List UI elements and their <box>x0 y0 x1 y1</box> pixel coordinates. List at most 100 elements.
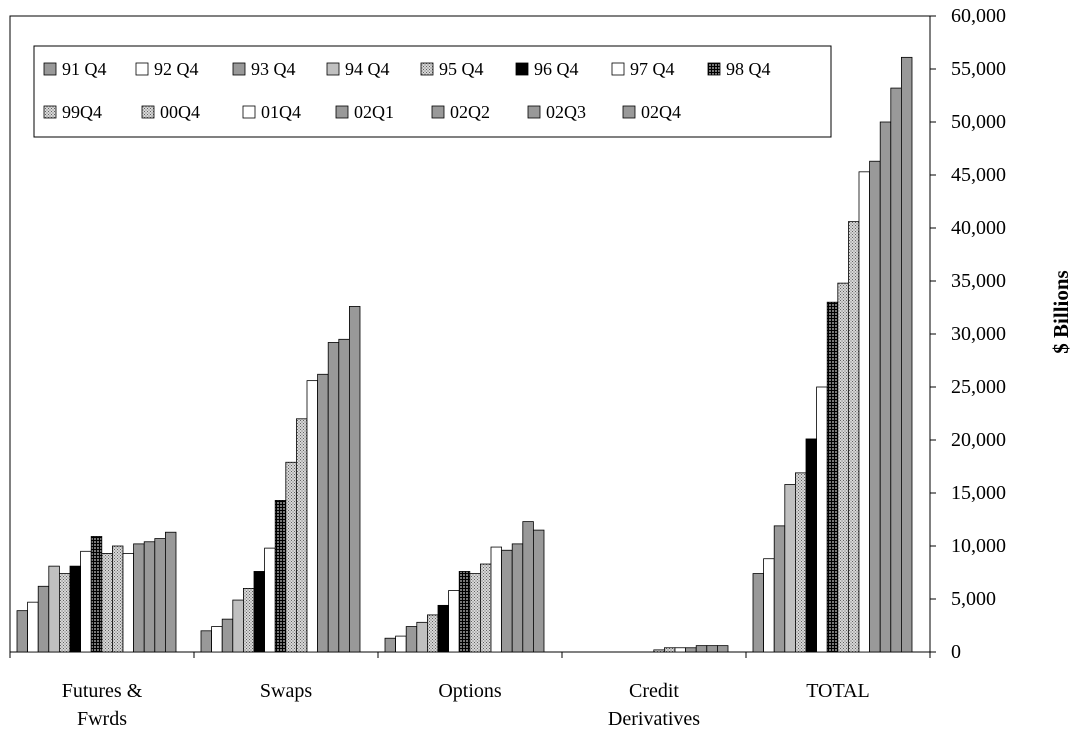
y-tick-label: 15,000 <box>951 482 1006 504</box>
bar-02Q4-0 <box>164 531 177 653</box>
bar-93Q4-2 <box>405 626 418 653</box>
bar-99Q4-2 <box>469 573 481 653</box>
bar-01Q4-1 <box>306 380 319 653</box>
legend-swatch <box>515 62 529 76</box>
legend: 91 Q4 92 Q4 93 Q4 94 Q4 95 Q4 96 Q4 97 Q4 98 Q4… <box>33 45 832 138</box>
y-tick-label: 20,000 <box>951 429 1006 451</box>
legend-item: 96 Q4 <box>515 59 579 79</box>
bar-95Q4-2 <box>426 614 439 653</box>
legend-label: 93 Q4 <box>251 59 296 79</box>
bar-98Q4-1 <box>274 500 287 653</box>
bar-97Q4-0 <box>80 550 92 653</box>
bar-02Q4-4 <box>901 56 913 653</box>
y-tick-label: 35,000 <box>951 270 1006 292</box>
bar-98Q4-2 <box>458 571 471 653</box>
bar-99Q4-3 <box>653 649 665 653</box>
bar-96Q4-1 <box>253 571 266 653</box>
bar-01Q4-2 <box>490 546 503 653</box>
legend-label: 98 Q4 <box>726 59 771 79</box>
legend-swatch <box>43 105 57 119</box>
legend-swatch <box>527 105 541 119</box>
bar-91Q4-4 <box>752 573 765 653</box>
legend-label: 97 Q4 <box>630 59 675 79</box>
bars <box>16 56 913 653</box>
x-tick-label: Derivatives <box>608 708 700 730</box>
legend-swatch <box>326 62 340 76</box>
y-tick-label: 45,000 <box>951 164 1006 186</box>
bar-02Q3-4 <box>890 87 902 653</box>
legend-item: 02Q1 <box>335 102 394 122</box>
legend-swatch <box>622 105 636 119</box>
legend-label: 02Q2 <box>450 102 490 122</box>
bar-92Q4-0 <box>27 601 39 653</box>
bar-00Q4-2 <box>479 563 492 653</box>
bar-99Q4-4 <box>837 282 849 653</box>
bar-98Q4-4 <box>826 301 839 653</box>
bar-94Q4-2 <box>416 621 428 653</box>
bar-96Q4-2 <box>437 604 450 653</box>
bar-92Q4-1 <box>211 626 223 653</box>
bar-98Q4-0 <box>90 536 103 653</box>
legend-item: 00Q4 <box>141 102 200 122</box>
bar-95Q4-4 <box>795 472 807 653</box>
y-tick-label: 10,000 <box>951 535 1006 557</box>
legend-item: 02Q3 <box>527 102 586 122</box>
legend-swatch <box>43 62 57 76</box>
bar-93Q4-4 <box>773 525 786 653</box>
legend-swatch <box>431 105 445 119</box>
bar-91Q4-1 <box>200 630 213 653</box>
bar-92Q4-4 <box>763 558 775 653</box>
legend-label: 00Q4 <box>160 102 200 122</box>
bar-01Q4-3 <box>674 647 687 653</box>
legend-item: 95 Q4 <box>420 59 484 79</box>
legend-label: 02Q1 <box>354 102 394 122</box>
legend-swatch <box>141 105 155 119</box>
bar-96Q4-0 <box>69 565 82 653</box>
legend-label: 02Q3 <box>546 102 586 122</box>
bar-02Q2-2 <box>511 543 524 653</box>
bar-02Q2-3 <box>695 645 708 653</box>
bar-02Q2-1 <box>327 342 340 653</box>
legend-swatch <box>420 62 434 76</box>
legend-swatch <box>232 62 246 76</box>
legend-item: 02Q2 <box>431 102 490 122</box>
bar-93Q4-0 <box>37 585 50 653</box>
bar-95Q4-1 <box>242 588 255 653</box>
legend-label: 91 Q4 <box>62 59 107 79</box>
bar-02Q2-4 <box>879 121 892 653</box>
bar-01Q4-0 <box>122 553 135 653</box>
bar-99Q4-1 <box>285 461 297 653</box>
bar-95Q4-0 <box>59 573 71 653</box>
bar-01Q4-4 <box>858 171 871 653</box>
legend-item: 01Q4 <box>242 102 301 122</box>
bar-92Q4-2 <box>395 635 407 653</box>
x-tick-label: Futures & <box>62 680 143 702</box>
bar-02Q4-1 <box>348 306 361 653</box>
legend-item: 91 Q4 <box>43 59 107 79</box>
bar-94Q4-1 <box>232 599 244 653</box>
legend-item: 92 Q4 <box>135 59 199 79</box>
bar-02Q1-1 <box>317 373 329 653</box>
bar-94Q4-0 <box>48 565 60 653</box>
bar-02Q4-3 <box>717 645 729 653</box>
legend-item: 99Q4 <box>43 102 102 122</box>
bar-02Q1-4 <box>869 160 881 653</box>
bar-97Q4-4 <box>816 386 828 653</box>
legend-label: 94 Q4 <box>345 59 390 79</box>
bar-02Q3-0 <box>154 538 166 653</box>
legend-box <box>33 45 832 138</box>
legend-label: 96 Q4 <box>534 59 579 79</box>
legend-item: 98 Q4 <box>707 59 771 79</box>
legend-swatch <box>707 62 721 76</box>
bar-02Q2-0 <box>143 541 156 653</box>
bar-02Q1-3 <box>685 647 697 653</box>
x-tick-label: Fwrds <box>77 708 127 730</box>
legend-label: 99Q4 <box>62 102 102 122</box>
bar-02Q1-2 <box>501 549 513 653</box>
y-tick-label: 30,000 <box>951 323 1006 345</box>
y-tick-label: 40,000 <box>951 217 1006 239</box>
legend-swatch <box>611 62 625 76</box>
bar-91Q4-0 <box>16 610 29 653</box>
